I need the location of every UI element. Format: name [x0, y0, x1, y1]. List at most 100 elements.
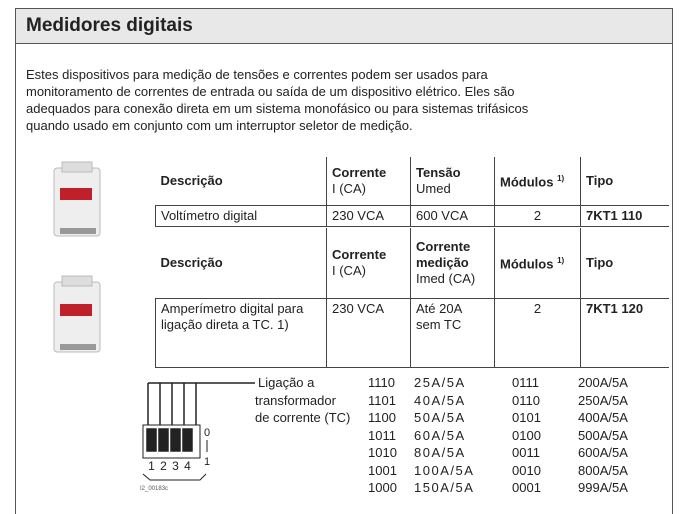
spec-table: Descrição Corrente I (CA) Corrente medição I… — [155, 228, 669, 368]
header-title: Tipo — [586, 172, 614, 188]
code: 1101 — [368, 392, 396, 408]
code: 0111 — [512, 375, 539, 390]
header-row: Descrição Corrente I (CA) Tensão Umed Módulos… — [155, 157, 669, 206]
header-title: Módulos — [500, 174, 554, 190]
data-cell: 230 VCA — [326, 298, 411, 368]
wiring-label-line: Ligação a — [258, 375, 315, 390]
intro-line: adequados para conexão direta em um sist… — [26, 101, 529, 116]
wiring-label-line: de corrente (TC) — [255, 410, 351, 425]
code: 1110 — [368, 375, 395, 390]
ratio: 80A/5A — [414, 445, 466, 460]
header-subtitle: I (CA) — [332, 180, 366, 196]
data-cell: 7KT1 120 — [580, 298, 669, 368]
footnote-mark: 1) — [557, 174, 565, 184]
code: 1000 — [368, 480, 397, 495]
ratio: 50A/5A — [414, 410, 466, 425]
ratio: 400A/5A — [578, 410, 628, 425]
ratio: 25A/5A — [414, 375, 466, 390]
data-cell: 2 — [494, 205, 581, 227]
data-cell: Voltímetro digital — [155, 205, 327, 227]
code-row: 1110 25A/5A 0111 200A/5A — [368, 374, 658, 392]
header-cell: Corrente medição Imed (CA) — [410, 228, 495, 299]
wiring-label: Ligação a transformador de corrente (TC) — [255, 374, 350, 427]
code-row: 1101 40A/5A 0110 250A/5A — [368, 392, 658, 410]
switch-number: 4 — [184, 459, 191, 473]
code: 0011 — [512, 445, 540, 460]
switch-number: 1 — [148, 459, 155, 473]
product-image — [53, 161, 101, 237]
header-cell: Descrição — [155, 228, 327, 299]
code-table: 1110 25A/5A 0111 200A/5A 1101 40A/5A 0110 250A/… — [368, 374, 658, 497]
ratio: 100A/5A — [414, 462, 475, 478]
ratio: 600A/5A — [578, 445, 628, 460]
header-cell: Tipo — [580, 228, 669, 299]
header-row: Descrição Corrente I (CA) Corrente medição I… — [155, 228, 669, 299]
code: 1100 — [368, 410, 396, 425]
data-row: Amperímetro digital para ligação direta … — [155, 298, 669, 368]
data-cell: 230 VCA — [326, 205, 411, 227]
spec-table: Descrição Corrente I (CA) Tensão Umed Módulos… — [155, 157, 669, 227]
header-title: Descrição — [160, 254, 223, 270]
switch-number: 2 — [160, 459, 167, 473]
code: 1001 — [368, 462, 397, 478]
switch-on-label: 1 — [204, 456, 210, 468]
code-row: 1010 80A/5A 0011 600A/5A — [368, 444, 658, 462]
ratio: 60A/5A — [414, 427, 466, 443]
header-title: Corrente medição — [416, 238, 471, 270]
header-subtitle: I (CA) — [332, 262, 366, 278]
ratio: 40A/5A — [414, 392, 466, 408]
title-bar — [16, 9, 672, 44]
data-cell: 2 — [494, 298, 581, 368]
footnote-mark: 1) — [557, 256, 565, 266]
header-subtitle: Umed — [416, 180, 451, 196]
header-title: Módulos — [500, 256, 554, 272]
data-cell: 7KT1 110 — [580, 205, 669, 227]
code-row: 1001 100A/5A 0010 800A/5A — [368, 462, 658, 480]
intro-line: quando usado em conjunto com um interrup… — [26, 118, 413, 133]
data-cell: Até 20A sem TC — [410, 298, 495, 368]
code-row: 1100 50A/5A 0101 400A/5A — [368, 409, 658, 427]
header-cell: Tipo — [580, 157, 669, 206]
code: 0100 — [512, 427, 541, 443]
header-cell: Descrição — [155, 157, 327, 206]
data-cell: 600 VCA — [410, 205, 495, 227]
header-title: Tipo — [586, 254, 614, 270]
intro: Estes dispositivos para medição de tensõ… — [26, 66, 528, 134]
ratio: 250A/5A — [578, 392, 628, 408]
switch-off-label: 0 — [204, 427, 210, 439]
wiring-label-line: transformador — [255, 392, 336, 408]
title: Medidores digitais — [26, 15, 193, 36]
code: 0101 — [512, 410, 541, 425]
header-cell: Tensão Umed — [410, 157, 495, 206]
code: 1011 — [368, 427, 396, 443]
wiring-diagram — [142, 382, 255, 481]
ratio: 999A/5A — [578, 480, 628, 495]
ratio: 800A/5A — [578, 462, 628, 478]
code: 0001 — [512, 480, 541, 495]
ratio: 200A/5A — [578, 375, 628, 390]
data-cell: Amperímetro digital para ligação direta … — [155, 298, 327, 368]
diagram-code: I2_00183c — [140, 486, 168, 492]
data-row: Voltímetro digital 230 VCA 600 VCA 2 7KT1 11… — [155, 205, 669, 227]
header-subtitle: Imed (CA) — [416, 270, 476, 286]
ratio: 150A/5A — [414, 480, 475, 495]
frame — [15, 8, 673, 514]
code-row: 1011 60A/5A 0100 500A/5A — [368, 427, 658, 445]
header-title: Corrente — [332, 246, 387, 262]
product-image — [53, 275, 101, 353]
intro-line: monitoramento de correntes de entrada ou… — [26, 84, 515, 99]
code: 0110 — [512, 392, 540, 408]
header-title: Tensão — [416, 164, 461, 180]
header-cell: Corrente I (CA) — [326, 157, 411, 206]
code-row: 1000 150A/5A 0001 999A/5A — [368, 479, 658, 497]
switch-number: 3 — [172, 459, 179, 473]
header-cell: Módulos 1) — [494, 157, 581, 206]
code: 0010 — [512, 462, 541, 478]
code: 1010 — [368, 445, 397, 460]
header-title: Descrição — [160, 172, 223, 188]
header-cell: Corrente I (CA) — [326, 228, 411, 299]
ratio: 500A/5A — [578, 427, 628, 443]
header-title: Corrente — [332, 164, 387, 180]
